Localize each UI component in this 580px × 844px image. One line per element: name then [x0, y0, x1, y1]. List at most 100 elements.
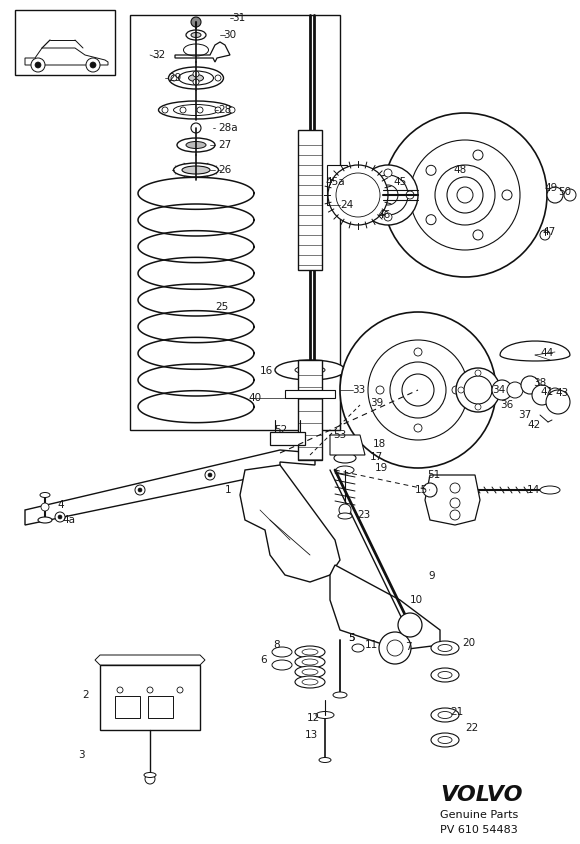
- Circle shape: [208, 473, 212, 477]
- Ellipse shape: [295, 656, 325, 668]
- Ellipse shape: [40, 493, 50, 497]
- Bar: [15, 10, 115, 75]
- Text: 40: 40: [248, 393, 261, 403]
- Text: 5: 5: [348, 633, 354, 643]
- Circle shape: [362, 191, 370, 199]
- Circle shape: [351, 401, 359, 409]
- Ellipse shape: [389, 394, 411, 416]
- Bar: [298, 360, 322, 460]
- Ellipse shape: [158, 101, 234, 119]
- Ellipse shape: [431, 668, 459, 682]
- Text: 44: 44: [540, 348, 553, 358]
- Circle shape: [426, 165, 436, 176]
- Ellipse shape: [191, 33, 201, 37]
- Circle shape: [145, 774, 155, 784]
- Ellipse shape: [540, 486, 560, 494]
- Text: 31: 31: [232, 13, 245, 23]
- Text: 28a: 28a: [218, 123, 238, 133]
- Circle shape: [464, 376, 492, 404]
- Circle shape: [502, 190, 512, 200]
- Text: 24: 24: [340, 200, 353, 210]
- Circle shape: [41, 503, 49, 511]
- Circle shape: [379, 632, 411, 664]
- Polygon shape: [175, 42, 230, 62]
- Text: 45a: 45a: [325, 177, 345, 187]
- Circle shape: [135, 485, 145, 495]
- Circle shape: [383, 113, 547, 277]
- Polygon shape: [240, 465, 340, 582]
- Circle shape: [521, 376, 539, 394]
- Ellipse shape: [336, 466, 354, 474]
- Bar: [298, 130, 322, 270]
- Circle shape: [193, 79, 199, 85]
- Circle shape: [402, 374, 434, 406]
- Text: 2: 2: [82, 690, 89, 700]
- Circle shape: [414, 348, 422, 356]
- Circle shape: [171, 75, 177, 81]
- Ellipse shape: [316, 711, 334, 718]
- Ellipse shape: [182, 166, 210, 174]
- Text: 10: 10: [410, 595, 423, 605]
- Text: 28: 28: [218, 105, 231, 115]
- Text: 14: 14: [527, 485, 540, 495]
- Circle shape: [138, 488, 142, 492]
- Text: PV 610 54483: PV 610 54483: [440, 825, 518, 835]
- Circle shape: [180, 107, 186, 113]
- Bar: [148, 696, 173, 718]
- Circle shape: [458, 387, 464, 393]
- Text: 34: 34: [492, 385, 505, 395]
- Circle shape: [35, 62, 41, 68]
- Text: 39: 39: [370, 398, 383, 408]
- Circle shape: [191, 123, 201, 133]
- Circle shape: [396, 401, 404, 409]
- Text: 3: 3: [78, 750, 85, 760]
- Text: 13: 13: [305, 730, 318, 740]
- Text: 4: 4: [57, 500, 64, 510]
- Polygon shape: [425, 475, 480, 525]
- Bar: [285, 390, 335, 398]
- Circle shape: [358, 165, 418, 225]
- Ellipse shape: [369, 394, 391, 416]
- Circle shape: [450, 483, 460, 493]
- Circle shape: [426, 214, 436, 225]
- Text: 43: 43: [555, 388, 568, 398]
- Circle shape: [376, 401, 384, 409]
- Circle shape: [58, 515, 62, 519]
- Text: 17: 17: [370, 452, 383, 462]
- Circle shape: [215, 75, 221, 81]
- Circle shape: [384, 169, 392, 177]
- Text: 1: 1: [225, 485, 231, 495]
- Text: 45: 45: [393, 177, 406, 187]
- Circle shape: [205, 470, 215, 480]
- Bar: [130, 15, 340, 430]
- Ellipse shape: [334, 453, 356, 463]
- Ellipse shape: [295, 646, 325, 658]
- Circle shape: [86, 58, 100, 72]
- Text: Genuine Parts: Genuine Parts: [440, 810, 519, 820]
- Text: 51: 51: [427, 470, 440, 480]
- Text: 46: 46: [377, 210, 390, 220]
- Circle shape: [193, 71, 199, 77]
- Text: 15: 15: [415, 485, 428, 495]
- Ellipse shape: [352, 644, 364, 652]
- Circle shape: [398, 613, 422, 637]
- Circle shape: [456, 368, 500, 412]
- Circle shape: [406, 191, 414, 199]
- Text: 38: 38: [533, 378, 546, 388]
- Text: 32: 32: [152, 50, 165, 60]
- Ellipse shape: [319, 758, 331, 762]
- Ellipse shape: [272, 647, 292, 657]
- Circle shape: [492, 387, 498, 393]
- Circle shape: [548, 388, 562, 402]
- Circle shape: [452, 386, 460, 394]
- Text: 19: 19: [375, 463, 388, 473]
- Circle shape: [564, 189, 576, 201]
- Circle shape: [547, 187, 563, 203]
- Polygon shape: [500, 341, 570, 361]
- Circle shape: [384, 213, 392, 221]
- Text: 18: 18: [373, 439, 386, 449]
- Circle shape: [340, 312, 496, 468]
- Text: 48: 48: [453, 165, 466, 175]
- Text: 27: 27: [218, 140, 231, 150]
- Circle shape: [215, 107, 221, 113]
